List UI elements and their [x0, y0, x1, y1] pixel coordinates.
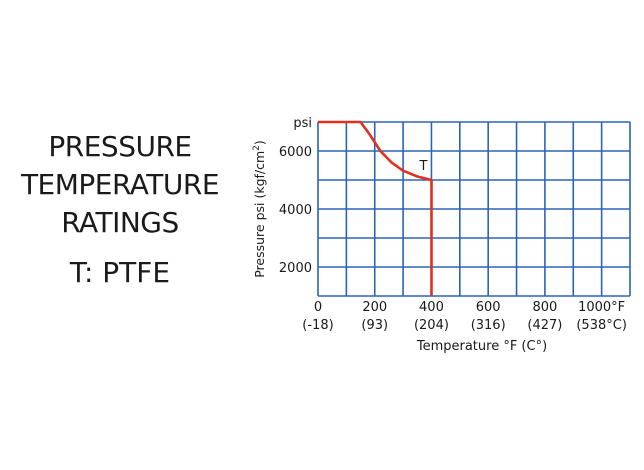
x-tick-label-f: 200	[362, 300, 387, 315]
x-tick-label-c: (93)	[361, 318, 388, 333]
material-label: T: PTFE	[69, 256, 171, 289]
x-tick-label-c: (427)	[527, 318, 562, 333]
x-tick-label-c: (204)	[414, 318, 449, 333]
y-tick-label: 4000	[279, 203, 312, 218]
x-tick-label-f: 0	[314, 300, 322, 315]
y-unit-label: psi	[293, 116, 312, 131]
y-tick-label: 2000	[279, 261, 312, 276]
x-tick-label-c: (-18)	[302, 318, 333, 333]
title-line-2: TEMPERATURE	[20, 168, 220, 201]
x-tick-label-c: (316)	[471, 318, 506, 333]
series-label: T	[418, 159, 427, 174]
series-line-t	[318, 120, 433, 296]
x-tick-label-f: 800	[532, 300, 557, 315]
x-tick-label-f: 600	[476, 300, 501, 315]
x-tick-label-f: 1000°F	[578, 300, 625, 315]
chart-title: PRESSURE TEMPERATURE RATINGS	[10, 128, 230, 242]
title-line-3: RATINGS	[61, 206, 179, 239]
x-tick-label-f: 400	[419, 300, 444, 315]
y-axis-label: Pressure psi (kgf/cm2)	[252, 140, 267, 278]
title-line-1: PRESSURE	[48, 130, 192, 163]
x-axis-label: Temperature °F (C°)	[416, 339, 547, 354]
y-tick-label: 6000	[279, 145, 312, 160]
x-tick-label-c: (538°C)	[576, 318, 627, 333]
